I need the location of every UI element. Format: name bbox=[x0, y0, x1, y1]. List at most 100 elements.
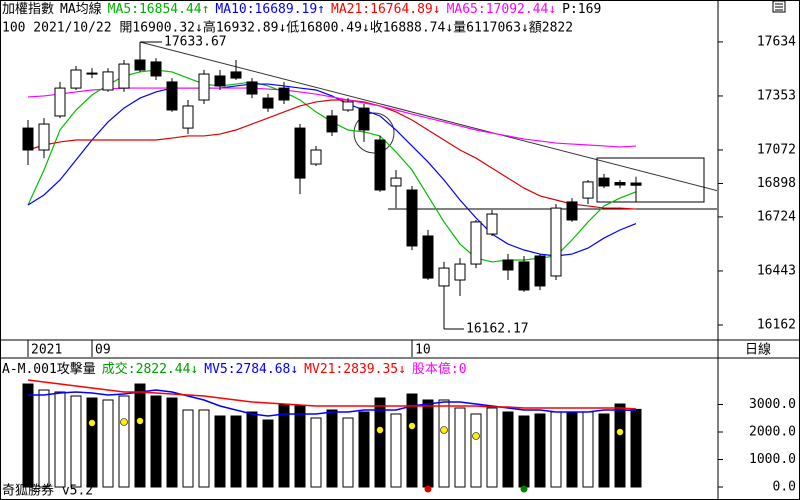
header: 加權指數 MA均線 MA5:16854.44↑ MA10:16689.19↑ MA21:… bbox=[2, 1, 601, 36]
volume-bar bbox=[198, 409, 210, 488]
mv-line bbox=[27, 379, 637, 410]
mv-line bbox=[28, 389, 637, 417]
candle-body bbox=[534, 255, 546, 287]
candle-body bbox=[438, 267, 450, 287]
legend-item: MA5:16854.44↑ bbox=[108, 2, 210, 17]
candle-body bbox=[246, 81, 258, 95]
volume-bar bbox=[358, 411, 370, 488]
candle-body bbox=[598, 177, 610, 187]
volume-bar bbox=[134, 383, 146, 488]
candle-body bbox=[54, 87, 66, 117]
volume-bar bbox=[502, 411, 514, 488]
legend-item: MA均線 bbox=[60, 1, 102, 17]
y-tick-label: 2000.0 bbox=[749, 424, 796, 439]
y-tick-label: 16443 bbox=[757, 263, 796, 278]
candle-body bbox=[582, 181, 594, 199]
candle-body bbox=[614, 182, 626, 186]
signal-dot bbox=[88, 419, 96, 427]
volume-bar bbox=[374, 397, 386, 488]
candle-body bbox=[422, 235, 434, 279]
volume-bar bbox=[422, 399, 434, 488]
volume-bar bbox=[182, 409, 194, 488]
candle-body bbox=[278, 87, 290, 101]
candle-body bbox=[550, 207, 562, 277]
volume-bar bbox=[630, 408, 642, 488]
volume-bar bbox=[150, 395, 162, 488]
volume-bar bbox=[534, 413, 546, 488]
volume-bar bbox=[342, 417, 354, 488]
x-tick-label: 09 bbox=[95, 343, 111, 358]
volume-bar bbox=[22, 383, 34, 488]
volume-bar bbox=[38, 389, 50, 488]
candle-body bbox=[358, 107, 370, 131]
volume-bar bbox=[614, 403, 626, 488]
volume-bar bbox=[54, 391, 66, 488]
volume-bar bbox=[470, 413, 482, 488]
y-tick-label: 16898 bbox=[757, 176, 796, 191]
price-panel: 17633.67 16162.17 bbox=[22, 34, 717, 336]
volume-bar bbox=[214, 415, 226, 488]
legend-item: MA21:16764.89↓ bbox=[331, 2, 441, 17]
candle-body bbox=[118, 63, 130, 89]
candle-body bbox=[102, 71, 114, 91]
signal-dot bbox=[136, 417, 144, 425]
volume-bar bbox=[390, 413, 402, 488]
signal-dot bbox=[520, 485, 528, 493]
highlight-box bbox=[596, 157, 705, 203]
highlight-circle bbox=[353, 112, 395, 154]
candle-body bbox=[406, 189, 418, 247]
quote-info: 100 2021/10/22 開16900.32↓高16932.89↓低1680… bbox=[2, 20, 573, 36]
trend-line bbox=[139, 41, 717, 192]
volume-bar bbox=[118, 395, 130, 488]
y-tick-label: 0.0 bbox=[773, 479, 796, 494]
signal-dot bbox=[376, 426, 384, 434]
candle-body bbox=[310, 149, 322, 165]
ma-line bbox=[27, 99, 637, 210]
high-annotation: 17633.67 bbox=[164, 34, 227, 49]
volume-bar bbox=[70, 395, 82, 488]
legend-item: 成交:2822.44↓ bbox=[102, 361, 198, 377]
volume-bar bbox=[598, 413, 610, 488]
legend-item: MA10:16689.19↑ bbox=[215, 2, 325, 17]
candle-body bbox=[470, 221, 482, 265]
volume-bar bbox=[310, 417, 322, 488]
volume-bar bbox=[582, 411, 594, 488]
volume-bar bbox=[166, 397, 178, 488]
volume-bar bbox=[102, 399, 114, 488]
candle-body bbox=[566, 201, 578, 221]
candle-body bbox=[630, 182, 642, 186]
candle-body bbox=[486, 213, 498, 235]
candle-body bbox=[262, 97, 274, 109]
volume-panel bbox=[22, 379, 642, 488]
volume-bar bbox=[438, 399, 450, 488]
candle-body bbox=[22, 127, 34, 151]
volume-bar bbox=[518, 415, 530, 488]
candle-body bbox=[454, 263, 466, 281]
volume-bar bbox=[278, 403, 290, 488]
candle-body bbox=[502, 259, 514, 271]
y-tick-label: 3000.0 bbox=[749, 397, 796, 412]
volume-bar bbox=[486, 407, 498, 488]
candle-body bbox=[150, 61, 162, 77]
signal-dot bbox=[616, 428, 624, 436]
volume-bar bbox=[566, 411, 578, 488]
legend-item: MV21:2839.35↓ bbox=[304, 362, 406, 377]
volume-bar bbox=[326, 409, 338, 488]
signal-dot bbox=[120, 418, 128, 426]
volume-bar bbox=[294, 405, 306, 488]
candle-body bbox=[214, 75, 226, 87]
legend-item: P:169 bbox=[562, 2, 601, 17]
candle-body bbox=[182, 105, 194, 129]
candle-body bbox=[166, 81, 178, 111]
y-tick-label: 17072 bbox=[757, 143, 796, 158]
legend-item: A-M.001攻擊量 bbox=[2, 361, 96, 377]
x-tick-label: 2021 bbox=[31, 343, 62, 358]
candle-body bbox=[230, 71, 242, 79]
signal-dot bbox=[424, 485, 432, 493]
candle-body bbox=[326, 115, 338, 133]
candle-body bbox=[38, 123, 50, 151]
volume-bar bbox=[262, 419, 274, 488]
volume-bar bbox=[406, 393, 418, 488]
signal-dot bbox=[440, 426, 448, 434]
